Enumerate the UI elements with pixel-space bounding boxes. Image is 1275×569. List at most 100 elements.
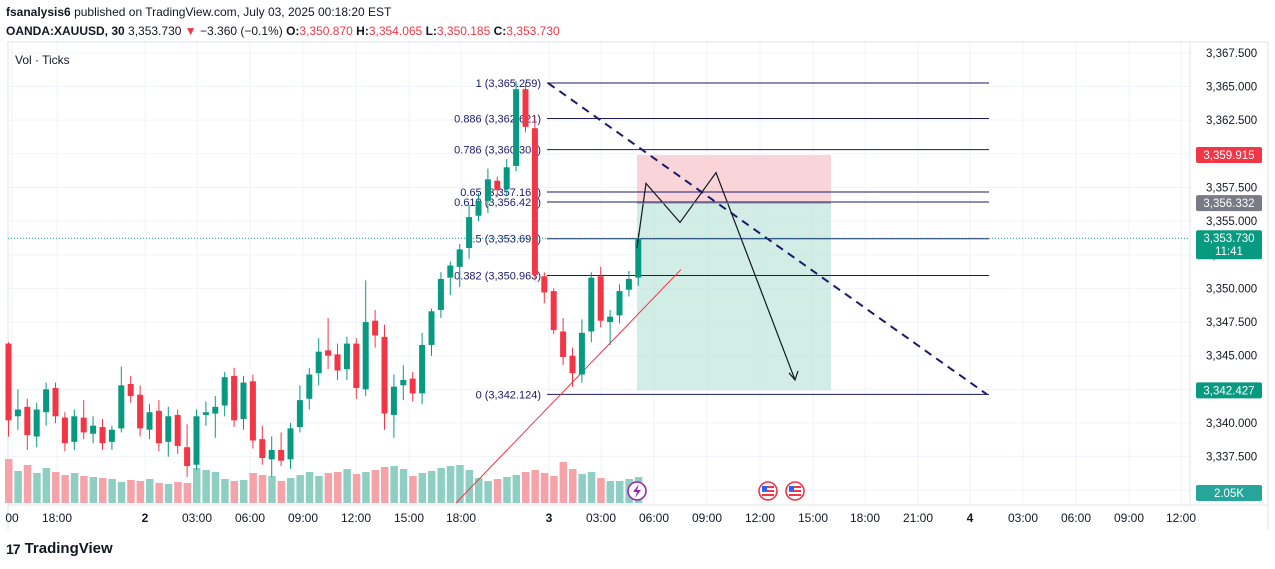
- volume-bar: [371, 470, 380, 503]
- volume-bar: [512, 475, 521, 503]
- open-label: O:: [286, 24, 300, 38]
- footer-brand[interactable]: 17 TradingView: [6, 540, 113, 557]
- candle-body: [33, 409, 40, 437]
- volume-bar: [61, 475, 69, 503]
- price-axis[interactable]: 3,367.5003,365.0003,362.5003,360.0003,35…: [1206, 48, 1257, 497]
- volume-bar: [230, 481, 239, 503]
- volume-bar: [437, 468, 445, 503]
- candle-body: [278, 449, 285, 461]
- candle-body: [231, 375, 238, 421]
- volume-bar: [183, 483, 192, 503]
- candle-body: [428, 311, 435, 345]
- author-name[interactable]: fsanalysis6: [6, 5, 71, 19]
- time-tick-label: 09:00: [692, 511, 722, 525]
- candle-body: [5, 343, 12, 421]
- volume-bar: [89, 477, 98, 503]
- volume-bar: [268, 476, 276, 503]
- target-price-badge: 3,342.427: [1196, 382, 1262, 399]
- candle-body: [71, 416, 78, 442]
- brand-name: TradingView: [24, 540, 113, 557]
- volume-bar: [108, 479, 116, 503]
- time-tick-label: 3: [546, 511, 553, 525]
- entry-price-badge-text: 3,356.332: [1203, 198, 1254, 210]
- candle-body: [118, 385, 125, 429]
- candle-body: [61, 417, 68, 444]
- candle-body: [437, 278, 444, 310]
- price-tick-label: 3,350.000: [1206, 283, 1257, 295]
- entry-price-badge: 3,356.332: [1196, 195, 1262, 212]
- current-price-badge-text: 11:41: [1215, 246, 1243, 258]
- volume-bar: [540, 473, 549, 503]
- fib-level-label: 0.618 (3,356.421): [454, 197, 541, 209]
- candle-body: [315, 351, 322, 374]
- candle-body: [268, 449, 275, 460]
- us-flag-icon[interactable]: [785, 481, 805, 501]
- candle-body: [127, 383, 134, 397]
- take-profit-zone[interactable]: [637, 203, 831, 391]
- volume-bar: [240, 480, 248, 503]
- arrow-head-icon: [788, 370, 799, 382]
- publish-info: published on TradingView.com, July 03, 2…: [74, 5, 392, 19]
- volume-bar: [334, 472, 342, 503]
- volume-bar: [80, 476, 88, 503]
- chart-grid: [8, 42, 1190, 505]
- time-tick-label: 03:00: [586, 511, 616, 525]
- volume-badge-text: 2.05K: [1214, 488, 1244, 500]
- volume-bars: [5, 459, 643, 503]
- volume-bar: [52, 472, 60, 503]
- candlesticks: [5, 81, 642, 477]
- time-tick-label: 03:00: [182, 511, 212, 525]
- candle-body: [146, 412, 153, 430]
- time-tick-label: 09:00: [1114, 511, 1144, 525]
- candle-body: [334, 354, 341, 371]
- us-flag-icon[interactable]: [758, 481, 778, 501]
- projection-path[interactable]: [636, 171, 799, 382]
- symbol-name[interactable]: OANDA:XAUUSD, 30: [6, 24, 125, 38]
- stop-price-badge-bg: [1196, 146, 1262, 163]
- volume-bar: [352, 474, 361, 503]
- projection-line[interactable]: [636, 171, 796, 381]
- time-tick-label: 18:00: [446, 511, 476, 525]
- candle-body: [484, 179, 491, 201]
- volume-bar: [277, 481, 286, 503]
- last-price: 3,353.730: [128, 24, 182, 38]
- dashed-trendline[interactable]: [547, 82, 988, 396]
- price-tick-label: 3,367.500: [1206, 48, 1257, 60]
- volume-bar: [146, 479, 154, 503]
- support-trendline[interactable]: [455, 269, 682, 504]
- volume-bar: [42, 468, 51, 503]
- volume-bar: [587, 472, 596, 503]
- stop-loss-zone[interactable]: [637, 154, 831, 204]
- volume-bar: [174, 482, 182, 503]
- candle-body: [99, 427, 106, 444]
- entry-price-badge-bg: [1196, 195, 1262, 212]
- candle-body: [447, 265, 454, 278]
- candle-body: [249, 381, 256, 441]
- candle-body: [90, 425, 97, 434]
- candle-body: [52, 388, 59, 417]
- time-axis[interactable]: 00 18:00 2 03:00 06:00 09:00 12:00 15:00 18:00 3 0…: [5, 511, 1196, 525]
- symbol-line: OANDA:XAUUSD, 30 3,353.730 ▼ −3.360 (−0.…: [6, 23, 560, 40]
- volume-bar: [287, 478, 295, 503]
- candle-body: [202, 412, 209, 415]
- candle-body: [503, 167, 510, 189]
- candle-body: [165, 416, 172, 442]
- volume-bar: [446, 466, 455, 503]
- volume-bar: [484, 481, 492, 503]
- volume-bar: [70, 473, 79, 503]
- lightning-icon[interactable]: [627, 481, 647, 501]
- volume-label[interactable]: Vol · Ticks: [15, 53, 70, 67]
- candle-body: [80, 417, 87, 433]
- volume-bar: [559, 462, 568, 503]
- current-price-badge-bg: [1196, 230, 1262, 260]
- time-tick-label: 15:00: [394, 511, 424, 525]
- volume-bar: [616, 481, 624, 503]
- close-value: 3,353.730: [506, 24, 560, 38]
- candle-body: [43, 389, 50, 413]
- volume-bar: [428, 471, 436, 503]
- candle-body: [362, 322, 369, 390]
- stop-price-badge-text: 3,359.915: [1203, 150, 1254, 162]
- candle-body: [24, 406, 31, 436]
- current-price-badge-text: 3,353.730: [1203, 233, 1254, 245]
